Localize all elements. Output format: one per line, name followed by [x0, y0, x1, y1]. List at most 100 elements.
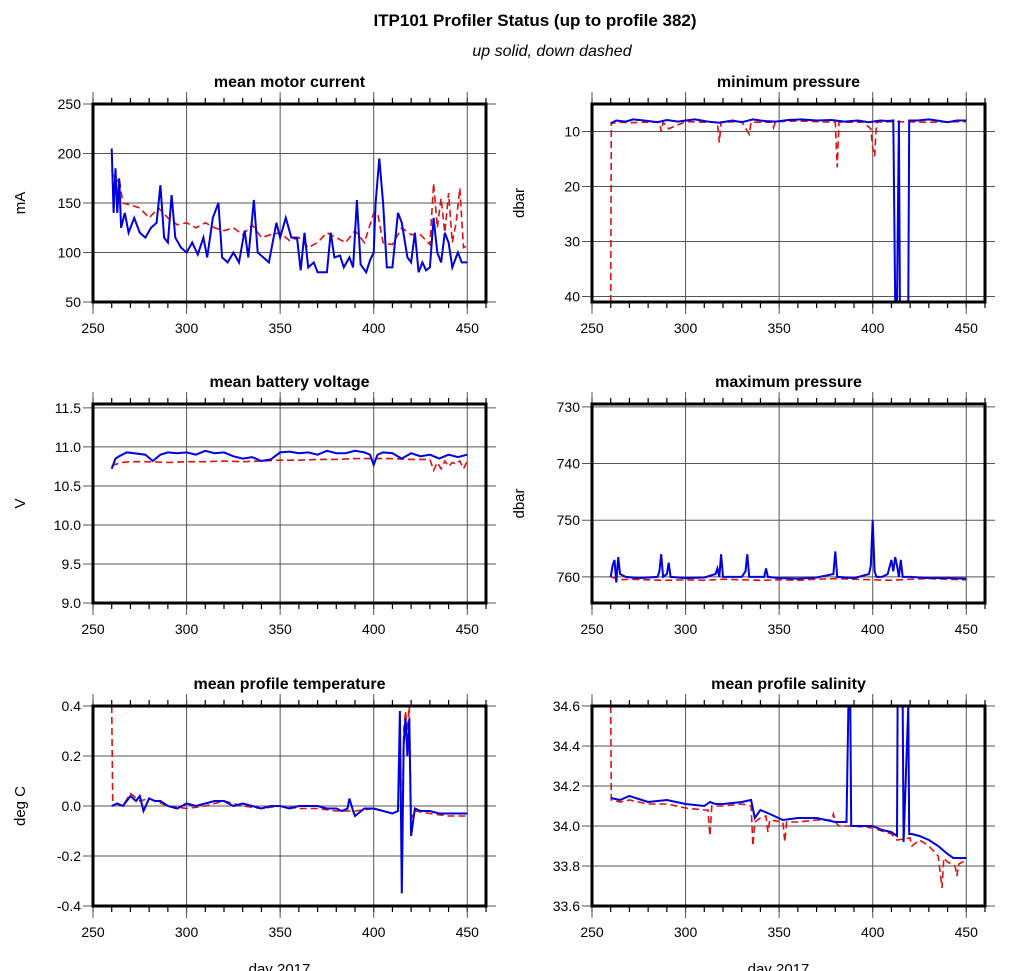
y-tick-label: 11.5 — [55, 400, 81, 416]
x-tick-label: 300 — [175, 924, 199, 940]
panel-6: mean profile salinity 250 300 350 400 450 33.6… — [553, 676, 995, 971]
y-axis-label: deg C — [12, 786, 29, 826]
x-tick-label: 300 — [674, 621, 698, 637]
y-axis-label: mA — [12, 192, 29, 215]
x-tick-label: 300 — [175, 621, 199, 637]
series-up-solid — [609, 520, 967, 583]
series-down-dashed — [609, 120, 967, 302]
y-tick-label: 34.4 — [553, 738, 580, 754]
x-axis-label: day 2017 — [249, 961, 311, 971]
panel-1: mean motor current 250 300 350 400 450 50 100 15… — [12, 74, 496, 336]
x-tick-label: 350 — [268, 621, 292, 637]
y-tick-label: 9.0 — [62, 595, 82, 611]
x-tick-label: 450 — [456, 320, 480, 336]
series-up-solid — [610, 706, 967, 859]
x-tick-label: 250 — [580, 924, 604, 940]
y-tick-label: 33.6 — [553, 898, 580, 914]
y-tick-label: 9.5 — [62, 556, 82, 572]
series-down-dashed — [610, 576, 967, 582]
y-tick-label: 34.0 — [553, 818, 580, 834]
panel-title: mean battery voltage — [209, 374, 369, 391]
figure-subtitle: up solid, down dashed — [472, 43, 632, 60]
x-tick-label: 400 — [861, 924, 885, 940]
x-tick-label: 450 — [456, 924, 480, 940]
plot-frame — [590, 102, 987, 304]
series-up-solid — [110, 449, 468, 470]
y-tick-label: 250 — [58, 96, 82, 112]
y-tick-label: -0.2 — [57, 848, 81, 864]
x-tick-label: 350 — [268, 320, 292, 336]
series-down-dashed — [110, 170, 468, 249]
series-up-solid — [111, 710, 468, 894]
x-tick-label: 350 — [268, 924, 292, 940]
y-tick-label: 34.6 — [553, 698, 580, 714]
y-tick-label: 40 — [564, 289, 580, 305]
x-tick-label: 450 — [955, 621, 979, 637]
y-axis-label: dbar — [511, 188, 528, 218]
series-up-solid — [110, 148, 468, 275]
y-tick-label: 11.0 — [55, 439, 81, 455]
plot-frame — [91, 704, 488, 908]
y-tick-label: 0.2 — [62, 748, 82, 764]
panel-3: mean battery voltage 250 300 350 400 450 9.0 9.… — [12, 374, 496, 637]
x-tick-label: 300 — [674, 924, 698, 940]
series-down-dashed — [110, 706, 468, 857]
x-tick-label: 350 — [767, 320, 791, 336]
plot-frame — [590, 402, 987, 605]
panel-title: mean profile salinity — [711, 676, 866, 693]
y-tick-label: 20 — [564, 179, 580, 195]
series-down-dashed — [609, 706, 967, 889]
x-tick-label: 300 — [175, 320, 199, 336]
figure-title: ITP101 Profiler Status (up to profile 38… — [373, 11, 696, 30]
y-tick-label: 10.0 — [54, 517, 81, 533]
plot-frame — [91, 102, 488, 304]
plot-frame — [91, 402, 488, 605]
series-up-solid — [610, 118, 967, 302]
x-tick-label: 400 — [861, 621, 885, 637]
panel-title: mean motor current — [214, 74, 366, 91]
x-tick-label: 450 — [955, 924, 979, 940]
panel-title: minimum pressure — [717, 74, 860, 91]
x-tick-label: 400 — [362, 621, 386, 637]
y-tick-label: 10.5 — [54, 478, 81, 494]
panel-4: maximum pressure 250 300 350 400 450 730 740 750… — [511, 374, 995, 637]
x-tick-label: 250 — [580, 621, 604, 637]
x-tick-label: 250 — [81, 621, 105, 637]
y-tick-label: 730 — [557, 399, 581, 415]
x-tick-label: 450 — [955, 320, 979, 336]
x-axis-label: day 2017 — [748, 961, 810, 971]
series-down-dashed — [111, 457, 469, 473]
panel-5: mean profile temperature 250 300 350 400 450 -… — [12, 676, 496, 971]
y-tick-label: 34.2 — [553, 778, 580, 794]
panel-title: mean profile temperature — [193, 676, 385, 693]
y-tick-label: 200 — [58, 146, 82, 162]
y-axis-label: dbar — [511, 488, 528, 518]
panel-2: minimum pressure 250 300 350 400 450 10 20 30 40 d… — [511, 74, 995, 336]
y-tick-label: 50 — [65, 294, 81, 310]
y-tick-label: 100 — [58, 245, 82, 261]
x-tick-label: 250 — [580, 320, 604, 336]
x-tick-label: 350 — [767, 621, 791, 637]
x-tick-label: 250 — [81, 320, 105, 336]
x-tick-label: 400 — [861, 320, 885, 336]
panel-title: maximum pressure — [715, 374, 862, 391]
y-tick-label: 0.4 — [62, 698, 82, 714]
y-tick-label: 10 — [564, 124, 580, 140]
x-tick-label: 300 — [674, 320, 698, 336]
x-tick-label: 250 — [81, 924, 105, 940]
x-tick-label: 400 — [362, 924, 386, 940]
y-axis-label: V — [12, 498, 29, 508]
y-tick-label: 150 — [58, 195, 82, 211]
y-tick-label: 30 — [564, 234, 580, 250]
y-tick-label: 760 — [557, 569, 581, 585]
y-tick-label: 740 — [557, 456, 581, 472]
x-tick-label: 450 — [456, 621, 480, 637]
x-tick-label: 400 — [362, 320, 386, 336]
y-tick-label: 33.8 — [553, 858, 580, 874]
x-tick-label: 350 — [767, 924, 791, 940]
y-tick-label: 0.0 — [62, 798, 82, 814]
y-tick-label: -0.4 — [57, 898, 81, 914]
plot-frame — [590, 704, 987, 908]
y-tick-label: 750 — [557, 512, 581, 528]
